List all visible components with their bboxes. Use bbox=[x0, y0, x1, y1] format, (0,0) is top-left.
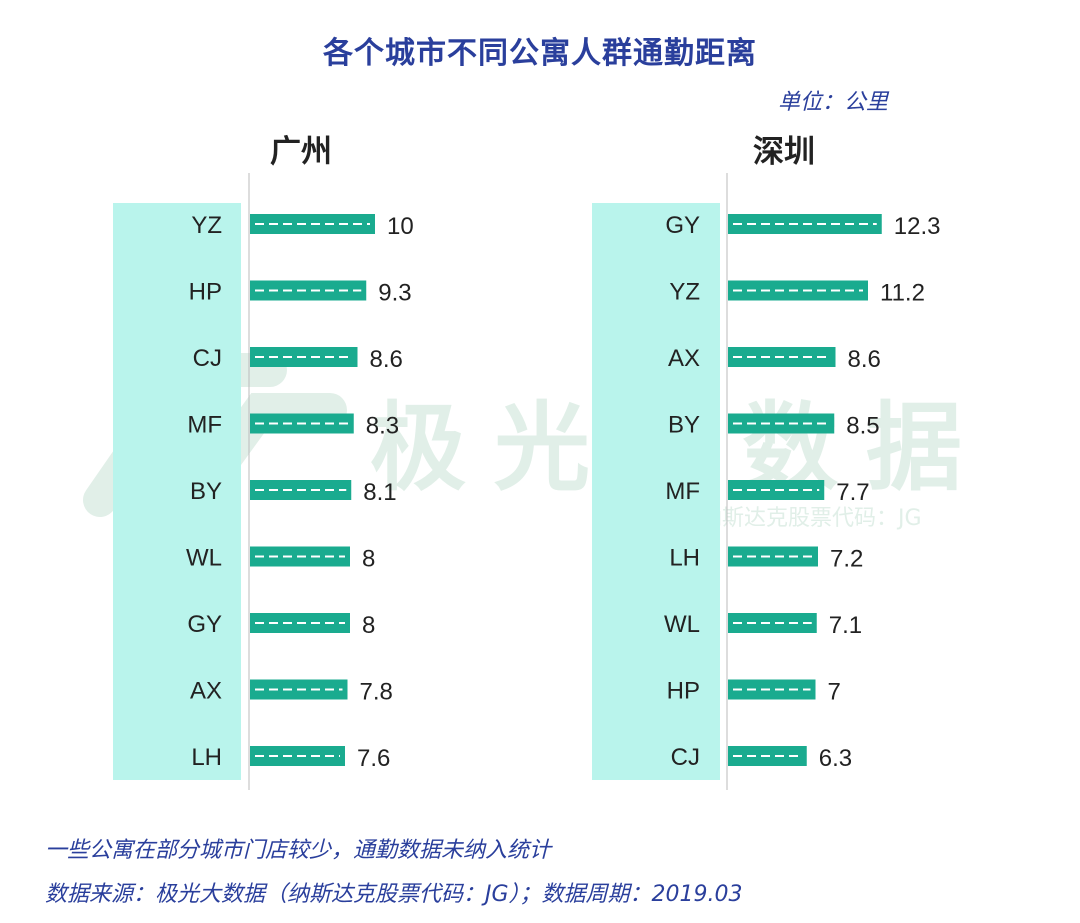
guangzhou-category-label: LH bbox=[191, 744, 222, 771]
shenzhen-category-label: MF bbox=[665, 478, 700, 505]
guangzhou-bar bbox=[250, 280, 367, 301]
guangzhou-category-label: GY bbox=[187, 611, 222, 638]
guangzhou-category-band bbox=[113, 203, 241, 780]
guangzhou-category-label: MF bbox=[187, 412, 222, 439]
shenzhen-bar bbox=[728, 613, 817, 633]
shenzhen-bar bbox=[728, 679, 816, 700]
unit-label: 单位：公里 bbox=[777, 90, 888, 115]
shenzhen-category-label: LH bbox=[669, 545, 700, 572]
guangzhou-panel-title: 广州 bbox=[270, 134, 332, 170]
shenzhen-category-label: WL bbox=[664, 611, 700, 638]
shenzhen-value-label: 7.7 bbox=[836, 479, 869, 506]
shenzhen-value-label: 6.3 bbox=[819, 745, 852, 772]
guangzhou-category-label: BY bbox=[190, 478, 222, 505]
shenzhen-value-label: 8.5 bbox=[846, 413, 879, 440]
shenzhen-category-label: BY bbox=[668, 412, 700, 439]
shenzhen-value-label: 8.6 bbox=[848, 346, 881, 373]
guangzhou-category-label: YZ bbox=[191, 212, 222, 239]
guangzhou-value-label: 10 bbox=[387, 213, 414, 240]
shenzhen-category-band bbox=[592, 203, 720, 780]
guangzhou-category-label: HP bbox=[189, 279, 222, 306]
shenzhen-value-label: 12.3 bbox=[894, 213, 941, 240]
guangzhou-value-label: 8 bbox=[362, 612, 375, 639]
guangzhou-value-label: 9.3 bbox=[378, 280, 411, 307]
guangzhou-category-label: CJ bbox=[193, 345, 222, 372]
shenzhen-value-label: 11.2 bbox=[880, 280, 925, 307]
shenzhen-category-label: YZ bbox=[669, 279, 700, 306]
guangzhou-value-label: 7.8 bbox=[360, 679, 393, 706]
shenzhen-category-label: GY bbox=[665, 212, 700, 239]
shenzhen-value-label: 7.1 bbox=[829, 612, 862, 639]
guangzhou-value-label: 8 bbox=[362, 546, 375, 573]
chart-title: 各个城市不同公寓人群通勤距离 bbox=[323, 36, 757, 71]
guangzhou-value-label: 7.6 bbox=[357, 745, 390, 772]
footer-source: 数据来源：极光大数据（纳斯达克股票代码：JG）；数据周期：2019.03 bbox=[45, 882, 743, 907]
shenzhen-bar bbox=[728, 546, 818, 567]
shenzhen-category-label: HP bbox=[667, 678, 700, 705]
guangzhou-value-label: 8.3 bbox=[366, 413, 399, 440]
footer-note: 一些公寓在部分城市门店较少，通勤数据未纳入统计 bbox=[45, 838, 552, 863]
guangzhou-value-label: 8.6 bbox=[370, 346, 403, 373]
shenzhen-value-label: 7 bbox=[828, 679, 841, 706]
watermark-subtext: 纳斯达克股票代码：JG bbox=[700, 506, 922, 531]
shenzhen-value-label: 7.2 bbox=[830, 546, 863, 573]
guangzhou-category-label: WL bbox=[186, 545, 222, 572]
guangzhou-value-label: 8.1 bbox=[363, 479, 396, 506]
shenzhen-category-label: AX bbox=[668, 345, 700, 372]
shenzhen-panel-title: 深圳 bbox=[753, 134, 815, 170]
shenzhen-category-label: CJ bbox=[671, 744, 700, 771]
guangzhou-category-label: AX bbox=[190, 678, 222, 705]
